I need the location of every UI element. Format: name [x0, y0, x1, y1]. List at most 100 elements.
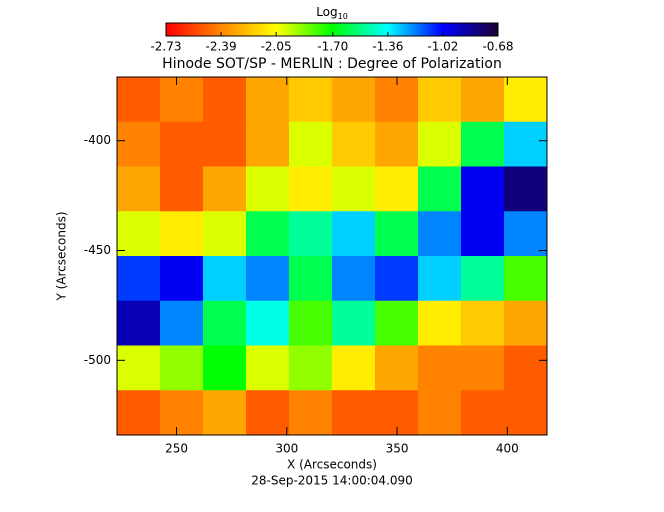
heatmap-cell	[117, 211, 161, 257]
colorbar-tick-label: -1.36	[372, 40, 403, 54]
heatmap-cell	[117, 256, 161, 302]
heatmap-cell	[203, 256, 247, 302]
x-axis-label: X (Arcseconds)	[287, 458, 377, 472]
heatmap-cell	[332, 390, 376, 436]
heatmap-cell	[289, 211, 333, 257]
colorbar	[165, 22, 499, 37]
heatmap-cell	[289, 300, 333, 346]
heatmap-cell	[504, 345, 548, 391]
heatmap-cell	[117, 77, 161, 123]
heatmap-cell	[289, 390, 333, 436]
plot-frame	[116, 76, 548, 436]
heatmap-cell	[504, 77, 548, 123]
heatmap-cell	[375, 121, 419, 167]
heatmap-cell	[504, 300, 548, 346]
x-tick-label: 250	[165, 442, 188, 456]
heatmap-cell	[246, 211, 290, 257]
heatmap-cell	[289, 345, 333, 391]
heatmap-cell	[418, 121, 462, 167]
heatmap-cell	[203, 345, 247, 391]
subtitle: 28-Sep-2015 14:00:04.090	[251, 474, 413, 488]
heatmap-cell	[203, 166, 247, 212]
heatmap-cell	[504, 256, 548, 302]
x-tick-label: 350	[386, 442, 409, 456]
heatmap-cell	[418, 166, 462, 212]
heatmap-cell	[418, 300, 462, 346]
heatmap-cell	[246, 121, 290, 167]
heatmap-cell	[203, 211, 247, 257]
heatmap-cell	[117, 345, 161, 391]
heatmap-cell	[160, 256, 204, 302]
heatmap-cell	[289, 166, 333, 212]
heatmap-cell	[504, 166, 548, 212]
heatmap-cell	[160, 77, 204, 123]
y-tick-label: -500	[84, 353, 111, 367]
heatmap-cell	[117, 166, 161, 212]
x-tick-label: 300	[275, 442, 298, 456]
colorbar-tick-label: -2.39	[206, 40, 237, 54]
heatmap-cell	[246, 345, 290, 391]
heatmap-cell	[375, 300, 419, 346]
heatmap-cell	[246, 256, 290, 302]
heatmap-cell	[375, 345, 419, 391]
heatmap-cell	[246, 166, 290, 212]
heatmap-cell	[418, 211, 462, 257]
heatmap-cell	[332, 77, 376, 123]
heatmap-cell	[246, 390, 290, 436]
heatmap-cell	[117, 300, 161, 346]
heatmap-cell	[117, 121, 161, 167]
heatmap-cell	[160, 121, 204, 167]
heatmap-cell	[375, 256, 419, 302]
heatmap-cell	[160, 345, 204, 391]
colorbar-tick-label: -1.70	[317, 40, 348, 54]
heatmap-cell	[246, 77, 290, 123]
heatmap-cell	[504, 121, 548, 167]
y-axis-label: Y (Arcseconds)	[55, 211, 69, 301]
heatmap-cell	[289, 256, 333, 302]
heatmap-cell	[332, 345, 376, 391]
chart-title: Hinode SOT/SP - MERLIN : Degree of Polar…	[162, 56, 502, 72]
colorbar-label: Log10	[316, 5, 348, 21]
heatmap-cell	[375, 166, 419, 212]
heatmap-cell	[117, 390, 161, 436]
heatmap-cell	[332, 256, 376, 302]
x-tick-label: 400	[496, 442, 519, 456]
heatmap-cell	[461, 166, 505, 212]
heatmap-cell	[461, 211, 505, 257]
heatmap-cell	[332, 121, 376, 167]
heatmap-cell	[203, 300, 247, 346]
colorbar-label-sub: 10	[338, 12, 348, 21]
colorbar-tick-label: -0.68	[482, 40, 513, 54]
heatmap-cell	[461, 77, 505, 123]
heatmap-cell	[461, 345, 505, 391]
heatmap-cell	[203, 77, 247, 123]
heatmap-cell	[375, 211, 419, 257]
heatmap-cell	[203, 121, 247, 167]
heatmap-cell	[504, 211, 548, 257]
heatmap-cell	[418, 256, 462, 302]
heatmap-cell	[418, 77, 462, 123]
heatmap-cell	[461, 256, 505, 302]
colorbar-tick-label: -2.05	[261, 40, 292, 54]
heatmap-cell	[160, 211, 204, 257]
heatmap-cell	[203, 390, 247, 436]
colorbar-label-base: Log	[316, 5, 337, 19]
heatmap-cell	[461, 121, 505, 167]
y-tick-label: -400	[84, 133, 111, 147]
heatmap-cell	[160, 300, 204, 346]
y-tick-label: -450	[84, 243, 111, 257]
colorbar-tick-label: -2.73	[150, 40, 181, 54]
heatmap-cell	[418, 345, 462, 391]
heatmap-cell	[289, 77, 333, 123]
heatmap-cell	[418, 390, 462, 436]
heatmap-cell	[246, 300, 290, 346]
heatmap-cell	[160, 390, 204, 436]
heatmap-cell	[461, 300, 505, 346]
heatmap-cell	[332, 211, 376, 257]
heatmap-cell	[160, 166, 204, 212]
heatmap-cell	[332, 300, 376, 346]
heatmap-cell	[461, 390, 505, 436]
heatmap-cell	[332, 166, 376, 212]
heatmap-cell	[504, 390, 548, 436]
